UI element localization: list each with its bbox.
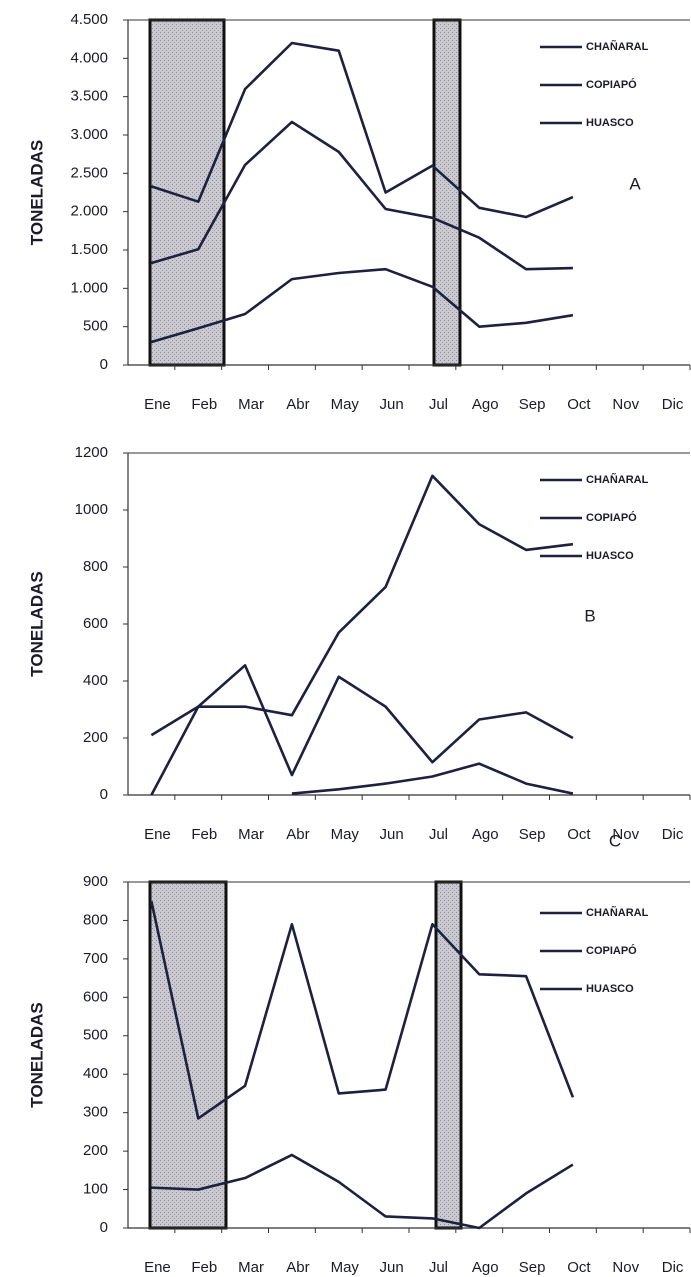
- x-tick-label: Oct: [567, 1259, 591, 1276]
- x-tick-label: Jul: [429, 396, 448, 413]
- y-tick-label: 4.500: [70, 11, 108, 28]
- y-tick-label: 900: [83, 873, 108, 890]
- y-tick-label: 400: [83, 1065, 108, 1082]
- x-tick-label: May: [331, 1259, 360, 1276]
- x-tick-label: Oct: [567, 826, 591, 843]
- x-tick-label: May: [331, 826, 360, 843]
- legend-label: COPIAPÓ: [586, 944, 637, 957]
- series-line: [151, 267, 574, 344]
- y-tick-label: 800: [83, 911, 108, 928]
- x-tick-label: Mar: [238, 826, 264, 843]
- x-tick-label: Sep: [519, 826, 546, 843]
- y-axis-label: TONELADAS: [27, 140, 46, 245]
- y-tick-label: 4.000: [70, 49, 108, 66]
- x-tick-label: Sep: [519, 1259, 546, 1276]
- x-tick-label: Ago: [472, 396, 499, 413]
- legend-label: COPIAPÓ: [586, 511, 637, 524]
- x-tick-label: Dic: [662, 826, 684, 843]
- x-tick-label: May: [331, 396, 360, 413]
- y-tick-label: 0: [100, 1219, 108, 1236]
- x-tick-label: Nov: [612, 1259, 639, 1276]
- y-tick-label: 0: [100, 356, 108, 373]
- x-tick-label: Ago: [472, 1259, 499, 1276]
- y-tick-label: 800: [83, 558, 108, 575]
- legend-label: CHAÑARAL: [586, 906, 649, 919]
- series-line: [150, 474, 574, 737]
- legend-label: HUASCO: [586, 550, 634, 562]
- y-tick-label: 1.500: [70, 241, 108, 258]
- y-tick-label: 500: [83, 1027, 108, 1044]
- legend-label: CHAÑARAL: [586, 473, 649, 486]
- x-tick-label: Jul: [429, 1259, 448, 1276]
- highlight-band: [148, 880, 228, 1230]
- x-tick-label: Abr: [286, 1259, 309, 1276]
- y-tick-label: 2.000: [70, 203, 108, 220]
- x-tick-label: Dic: [662, 396, 684, 413]
- y-axis-label: TONELADAS: [27, 1002, 46, 1107]
- x-tick-label: Ene: [144, 1259, 171, 1276]
- x-tick-label: Feb: [191, 826, 217, 843]
- y-tick-label: 200: [83, 1142, 108, 1159]
- annotation: C: [609, 831, 621, 850]
- series-line: [150, 900, 575, 1120]
- annotation: A: [629, 174, 641, 193]
- y-tick-label: 2.500: [70, 164, 108, 181]
- y-tick-label: 1000: [75, 501, 108, 518]
- y-tick-label: 600: [83, 988, 108, 1005]
- y-tick-label: 100: [83, 1181, 108, 1198]
- series-line: [291, 762, 574, 795]
- x-tick-label: Ene: [144, 396, 171, 413]
- x-tick-label: Jun: [379, 396, 403, 413]
- x-tick-label: Dic: [662, 1259, 684, 1276]
- highlight-band: [148, 18, 226, 367]
- x-tick-label: Feb: [191, 1259, 217, 1276]
- y-tick-label: 200: [83, 729, 108, 746]
- y-axis-label: TONELADAS: [27, 571, 46, 676]
- legend-label: COPIAPÓ: [586, 78, 637, 91]
- legend-label: HUASCO: [586, 117, 634, 129]
- x-tick-label: Nov: [612, 396, 639, 413]
- y-tick-label: 600: [83, 615, 108, 632]
- x-tick-label: Abr: [286, 826, 309, 843]
- y-tick-label: 3.000: [70, 126, 108, 143]
- annotation: B: [584, 606, 595, 625]
- series-line: [150, 664, 574, 796]
- legend-label: CHAÑARAL: [586, 40, 649, 53]
- x-tick-label: Jun: [379, 1259, 403, 1276]
- highlight-band: [432, 18, 462, 367]
- legend-label: HUASCO: [586, 983, 634, 995]
- series-line: [151, 41, 574, 219]
- series-line: [151, 120, 573, 271]
- x-tick-label: Feb: [191, 396, 217, 413]
- x-tick-label: Sep: [519, 396, 546, 413]
- x-tick-label: Jun: [379, 826, 403, 843]
- y-tick-label: 400: [83, 672, 108, 689]
- y-tick-label: 1200: [75, 444, 108, 461]
- x-tick-label: Mar: [238, 396, 264, 413]
- y-tick-label: 700: [83, 950, 108, 967]
- x-tick-label: Jul: [429, 826, 448, 843]
- x-tick-label: Oct: [567, 396, 591, 413]
- y-tick-label: 0: [100, 786, 108, 803]
- y-tick-label: 3.500: [70, 88, 108, 105]
- y-tick-label: 300: [83, 1104, 108, 1121]
- x-tick-label: Nov: [612, 826, 639, 843]
- x-tick-label: Ene: [144, 826, 171, 843]
- x-tick-label: Ago: [472, 826, 499, 843]
- y-tick-label: 1.000: [70, 279, 108, 296]
- x-tick-label: Abr: [286, 396, 309, 413]
- y-tick-label: 500: [83, 318, 108, 335]
- series-line: [151, 1153, 574, 1230]
- x-tick-label: Mar: [238, 1259, 264, 1276]
